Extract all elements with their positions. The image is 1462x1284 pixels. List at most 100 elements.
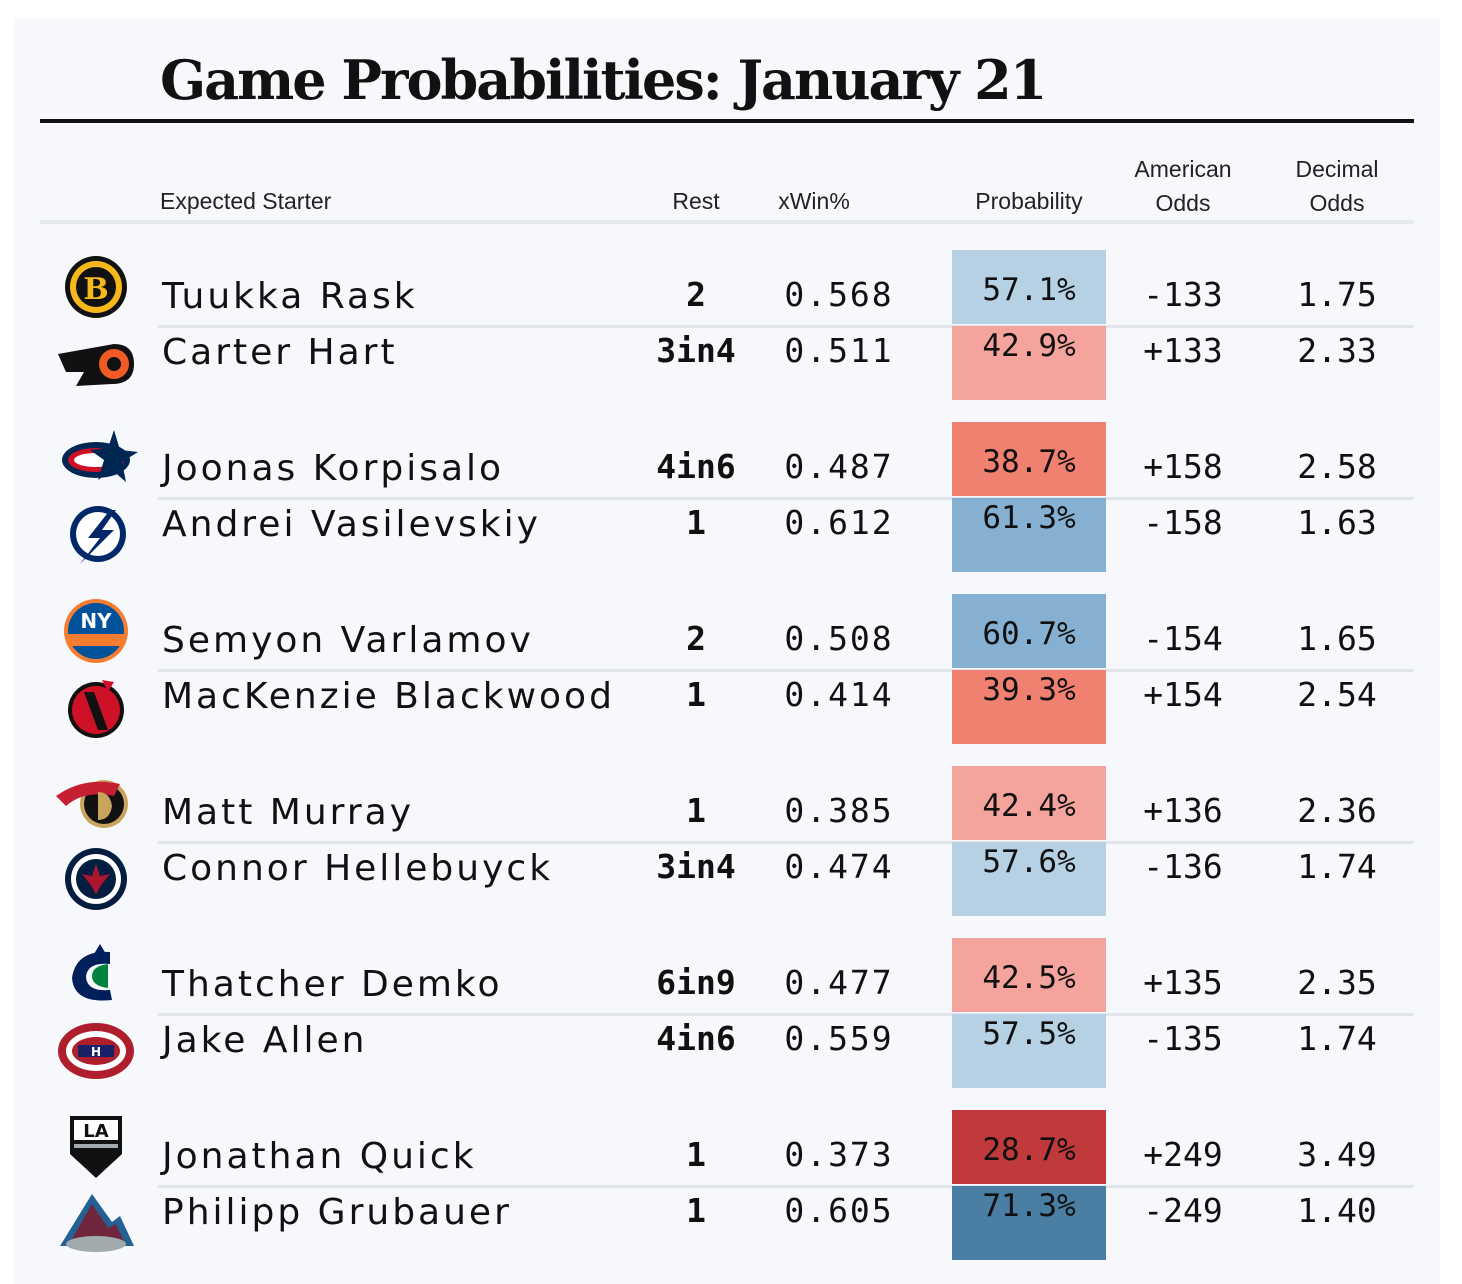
table-row: Carter Hart 3in4 0.511 42.9% +133 2.33 bbox=[0, 326, 1462, 400]
probability-value: 42.5% bbox=[982, 960, 1076, 996]
table-row: Philipp Grubauer 1 0.605 71.3% -249 1.40 bbox=[0, 1186, 1462, 1260]
american-odds-value: +135 bbox=[1143, 963, 1223, 1002]
probability-cell: 57.1% bbox=[952, 250, 1106, 324]
decimal-odds-value: 1.63 bbox=[1297, 503, 1377, 542]
starter-name: MacKenzie Blackwood bbox=[162, 676, 615, 717]
decimal-odds-value: 2.54 bbox=[1297, 675, 1377, 714]
devils-logo bbox=[54, 670, 138, 744]
starter-name: Semyon Varlamov bbox=[162, 620, 534, 661]
header-decimal-odds-line2: Odds bbox=[1309, 190, 1365, 216]
table-row: B Tuukka Rask 2 0.568 57.1% -133 1.75 bbox=[0, 250, 1462, 324]
probability-cell: 42.5% bbox=[952, 938, 1106, 1012]
american-odds-value: -154 bbox=[1143, 619, 1223, 658]
probability-value: 28.7% bbox=[982, 1132, 1076, 1168]
svg-text:LA: LA bbox=[83, 1121, 108, 1142]
matchup-divider bbox=[158, 325, 1414, 328]
decimal-odds-value: 1.74 bbox=[1297, 847, 1377, 886]
probability-value: 61.3% bbox=[982, 500, 1076, 536]
starter-name: Carter Hart bbox=[162, 332, 398, 373]
probability-cell: 71.3% bbox=[952, 1186, 1106, 1260]
matchup-divider bbox=[158, 497, 1414, 500]
header-decimal-odds-line1: Decimal bbox=[1295, 156, 1379, 182]
decimal-odds-value: 2.58 bbox=[1297, 447, 1377, 486]
header-xwin: xWin% bbox=[778, 188, 850, 214]
xwin-value: 0.373 bbox=[784, 1135, 894, 1174]
american-odds-value: +154 bbox=[1143, 675, 1223, 714]
starter-name: Joonas Korpisalo bbox=[162, 448, 505, 489]
header-probability: Probability bbox=[975, 188, 1083, 214]
senators-logo bbox=[54, 766, 138, 840]
table-row: Matt Murray 1 0.385 42.4% +136 2.36 bbox=[0, 766, 1462, 840]
decimal-odds-value: 2.35 bbox=[1297, 963, 1377, 1002]
american-odds-value: -133 bbox=[1143, 275, 1223, 314]
decimal-odds-value: 2.33 bbox=[1297, 331, 1377, 370]
rest-value: 1 bbox=[686, 1135, 706, 1174]
american-odds-value: -135 bbox=[1143, 1019, 1223, 1058]
probability-cell: 61.3% bbox=[952, 498, 1106, 572]
decimal-odds-value: 1.65 bbox=[1297, 619, 1377, 658]
decimal-odds-value: 1.74 bbox=[1297, 1019, 1377, 1058]
xwin-value: 0.508 bbox=[784, 619, 894, 658]
rest-value: 6in9 bbox=[656, 963, 736, 1002]
svg-text:NY: NY bbox=[80, 609, 112, 633]
canadiens-logo: H bbox=[54, 1014, 138, 1088]
rest-value: 4in6 bbox=[656, 447, 736, 486]
blue-jackets-logo bbox=[54, 422, 138, 496]
probability-value: 57.1% bbox=[982, 272, 1076, 308]
rest-value: 1 bbox=[686, 1191, 706, 1230]
probability-cell: 39.3% bbox=[952, 670, 1106, 744]
american-odds-value: -158 bbox=[1143, 503, 1223, 542]
header-expected-starter: Expected Starter bbox=[160, 188, 332, 214]
table-row: Andrei Vasilevskiy 1 0.612 61.3% -158 1.63 bbox=[0, 498, 1462, 572]
probability-cell: 60.7% bbox=[952, 594, 1106, 668]
table-row: LA Jonathan Quick 1 0.373 28.7% +249 3.49 bbox=[0, 1110, 1462, 1184]
xwin-value: 0.605 bbox=[784, 1191, 894, 1230]
header-rest: Rest bbox=[672, 188, 720, 214]
probability-value: 60.7% bbox=[982, 616, 1076, 652]
american-odds-value: -249 bbox=[1143, 1191, 1223, 1230]
rest-value: 3in4 bbox=[656, 847, 736, 886]
probability-value: 42.4% bbox=[982, 788, 1076, 824]
xwin-value: 0.487 bbox=[784, 447, 894, 486]
decimal-odds-value: 3.49 bbox=[1297, 1135, 1377, 1174]
probability-cell: 38.7% bbox=[952, 422, 1106, 496]
matchup-divider bbox=[158, 1013, 1414, 1016]
starter-name: Jake Allen bbox=[162, 1020, 368, 1061]
matchup-divider bbox=[158, 841, 1414, 844]
table-row: Joonas Korpisalo 4in6 0.487 38.7% +158 2.58 bbox=[0, 422, 1462, 496]
american-odds-value: +136 bbox=[1143, 791, 1223, 830]
jets-logo bbox=[54, 842, 138, 916]
header-american-odds-line2: Odds bbox=[1155, 190, 1211, 216]
probability-value: 38.7% bbox=[982, 444, 1076, 480]
decimal-odds-value: 1.40 bbox=[1297, 1191, 1377, 1230]
rest-value: 2 bbox=[686, 619, 706, 658]
flyers-logo bbox=[54, 326, 138, 400]
starter-name: Tuukka Rask bbox=[162, 276, 418, 317]
starter-name: Connor Hellebuyck bbox=[162, 848, 554, 889]
header-rule bbox=[40, 220, 1414, 224]
table-row: NY Semyon Varlamov 2 0.508 60.7% -154 1.65 bbox=[0, 594, 1462, 668]
table-card bbox=[14, 18, 1440, 1284]
starter-name: Jonathan Quick bbox=[162, 1136, 477, 1177]
probability-value: 42.9% bbox=[982, 328, 1076, 364]
xwin-value: 0.559 bbox=[784, 1019, 894, 1058]
title-rule bbox=[40, 119, 1414, 123]
probability-value: 39.3% bbox=[982, 672, 1076, 708]
probability-value: 71.3% bbox=[982, 1188, 1076, 1224]
lightning-logo bbox=[54, 498, 138, 572]
probability-cell: 42.4% bbox=[952, 766, 1106, 840]
svg-text:B: B bbox=[83, 272, 108, 307]
rest-value: 4in6 bbox=[656, 1019, 736, 1058]
islanders-logo: NY bbox=[54, 594, 138, 668]
xwin-value: 0.414 bbox=[784, 675, 894, 714]
matchup-divider bbox=[158, 669, 1414, 672]
starter-name: Thatcher Demko bbox=[162, 964, 503, 1005]
probability-cell: 57.6% bbox=[952, 842, 1106, 916]
xwin-value: 0.511 bbox=[784, 331, 894, 370]
canucks-logo bbox=[54, 938, 138, 1012]
probability-cell: 28.7% bbox=[952, 1110, 1106, 1184]
rest-value: 3in4 bbox=[656, 331, 736, 370]
american-odds-value: +158 bbox=[1143, 447, 1223, 486]
page-title: Game Probabilities: January 21 bbox=[160, 48, 1047, 112]
rest-value: 2 bbox=[686, 275, 706, 314]
